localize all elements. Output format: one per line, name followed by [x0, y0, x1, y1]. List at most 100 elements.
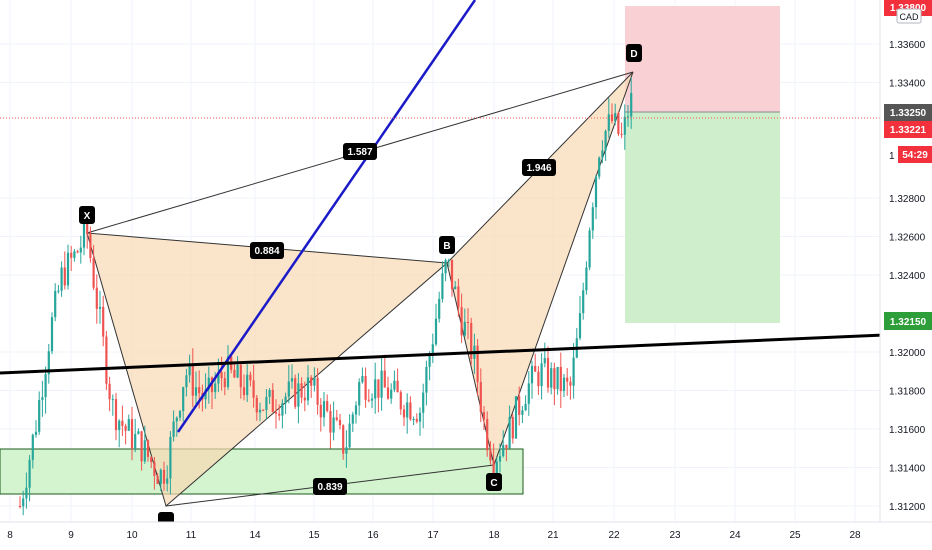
svg-text:B: B: [443, 241, 450, 252]
candle-body-4: [31, 434, 34, 460]
svg-text:0.884: 0.884: [254, 246, 279, 257]
candle-body-165: [546, 358, 550, 388]
candle-body-97: [329, 410, 332, 433]
candle-body-179: [591, 207, 594, 231]
demand-zone[interactable]: [0, 448, 524, 495]
candle-body-67: [233, 369, 236, 378]
black-trend-line[interactable]: [0, 331, 932, 375]
currency-label: CAD: [896, 8, 922, 24]
candle-body-14: [63, 267, 66, 286]
candle-body-180: [594, 176, 598, 208]
candle-body-7: [41, 397, 44, 400]
candle-body-35: [130, 419, 134, 449]
candle-body-79: [271, 389, 274, 412]
candle-body-191: [630, 93, 633, 117]
time-axis[interactable]: [0, 522, 932, 550]
take-profit-zone[interactable]: [625, 112, 780, 323]
y-tick-9: 1.31200: [889, 502, 926, 513]
candle-body-121: [406, 402, 409, 418]
candle-body-111: [374, 379, 377, 399]
candle-body-105: [354, 405, 358, 415]
candle-body-112: [377, 379, 380, 398]
candle-body-160: [530, 365, 534, 384]
candle-body-138: [460, 307, 463, 336]
candle-body-62: [217, 372, 220, 384]
candle-body-74: [255, 397, 258, 413]
candle-body-189: [623, 116, 626, 135]
candle-body-182: [601, 150, 604, 158]
candle-body-72: [249, 374, 252, 381]
svg-text:1.587: 1.587: [347, 147, 372, 158]
candle-body-2: [25, 487, 28, 499]
candle-body-39: [143, 440, 146, 462]
target-price-badge: 1.32150: [884, 312, 932, 330]
candle-body-78: [268, 389, 271, 397]
x-tick-9: 21: [547, 530, 559, 541]
candle-body-41: [150, 456, 153, 463]
candle-body-0: [18, 506, 22, 507]
candle-body-9: [47, 351, 50, 375]
blue-trend-line[interactable]: [176, 0, 477, 433]
candle-body-123: [412, 419, 415, 421]
candle-body-54: [191, 363, 194, 396]
svg-text:1.33221: 1.33221: [890, 125, 927, 136]
candle-body-60: [210, 377, 214, 393]
candle-body-29: [111, 399, 114, 401]
candle-body-45: [162, 469, 166, 484]
x-tick-10: 22: [608, 530, 620, 541]
ratio-label-0839: 0.839: [313, 478, 347, 495]
candle-body-158: [524, 403, 527, 411]
candle-body-119: [399, 392, 402, 410]
candle-body-99: [335, 417, 338, 420]
candle-body-146: [486, 419, 489, 451]
candle-body-134: [447, 259, 450, 261]
y-tick-2: 1.32800: [889, 194, 926, 205]
stop-loss-zone[interactable]: [625, 6, 780, 112]
candle-body-89: [303, 397, 306, 401]
candle-body-8: [44, 374, 47, 398]
candle-body-148: [492, 460, 495, 474]
candle-body-133: [444, 260, 447, 274]
candle-body-3: [28, 459, 31, 488]
candle-body-34: [127, 419, 130, 431]
candle-body-96: [326, 401, 329, 411]
candle-body-101: [342, 425, 345, 454]
candle-body-128: [428, 355, 431, 367]
candle-body-37: [137, 431, 140, 434]
x-tick-12: 24: [729, 530, 741, 541]
candle-body-59: [207, 377, 210, 390]
candle-body-102: [345, 447, 348, 454]
x-tick-3: 11: [186, 530, 197, 541]
y-tick-7: 1.31600: [889, 425, 926, 436]
ratio-label-1587: 1.587: [343, 143, 377, 160]
candle-body-159: [527, 383, 530, 404]
candle-body-17: [73, 251, 76, 258]
candle-body-157: [521, 410, 524, 415]
candle-body-91: [310, 377, 313, 386]
candle-body-188: [620, 133, 623, 135]
candle-body-25: [98, 306, 102, 309]
candle-body-109: [367, 399, 370, 401]
candle-body-110: [370, 398, 374, 401]
y-tick-1: 1.33400: [889, 79, 926, 90]
svg-text:1.32150: 1.32150: [890, 317, 927, 328]
candle-body-83: [284, 396, 287, 404]
candle-body-36: [134, 433, 137, 449]
candle-body-22: [89, 234, 92, 259]
candle-body-43: [156, 475, 159, 485]
price-axis[interactable]: [880, 0, 932, 522]
candle-body-68: [236, 365, 239, 378]
candle-body-169: [559, 366, 562, 392]
candle-body-151: [502, 444, 505, 457]
y-tick-5: 1.32000: [889, 348, 926, 359]
candle-body-69: [239, 365, 242, 388]
candle-body-143: [476, 345, 479, 383]
candle-body-64: [223, 378, 226, 388]
y-tick-4: 1.32400: [889, 271, 926, 282]
candle-body-18: [76, 251, 79, 253]
y-tick-labels: 1.33600 1.33400 1.32800 1.32600 1.32400 1.320…: [889, 40, 926, 513]
ratio-label-1946: 1.946: [522, 159, 556, 176]
candle-body-126: [422, 392, 425, 413]
candle-body-107: [361, 375, 364, 383]
